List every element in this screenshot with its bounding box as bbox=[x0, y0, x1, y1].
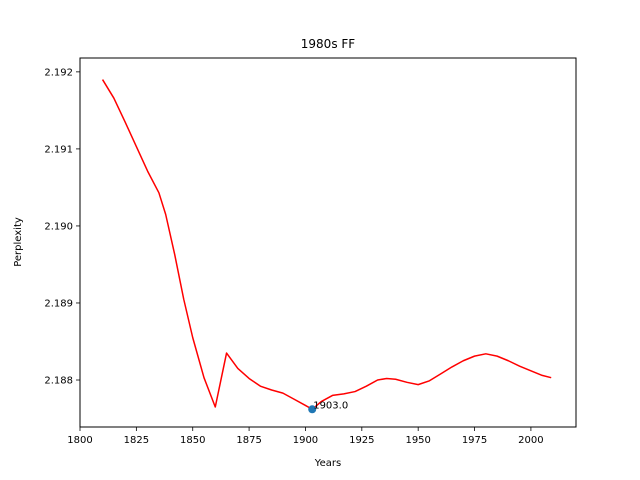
x-tick-label: 1975 bbox=[462, 435, 487, 446]
y-tick-label: 2.190 bbox=[44, 221, 73, 232]
y-axis-title: Perplexity bbox=[13, 217, 24, 267]
chart-title: 1980s FF bbox=[301, 37, 356, 51]
x-tick-label: 1800 bbox=[67, 435, 92, 446]
x-tick-label: 1850 bbox=[180, 435, 205, 446]
highlight-label: 1903.0 bbox=[313, 400, 348, 411]
x-tick-label: 1825 bbox=[124, 435, 149, 446]
x-axis-title: Years bbox=[314, 458, 341, 469]
highlight-point bbox=[308, 405, 317, 414]
x-tick-label: 2000 bbox=[518, 435, 543, 446]
y-tick-label: 2.191 bbox=[44, 144, 73, 155]
y-tick-label: 2.188 bbox=[44, 376, 73, 387]
x-tick-label: 1925 bbox=[349, 435, 374, 446]
y-tick-label: 2.189 bbox=[44, 298, 73, 309]
y-axis-ticks: 2.188 2.189 2.190 2.191 2.192 bbox=[44, 67, 80, 387]
x-tick-label: 1875 bbox=[236, 435, 261, 446]
x-axis-ticks: 1800 1825 1850 1875 1900 1925 1950 1975 2000 bbox=[67, 427, 544, 446]
plot-area: 1800 1825 1850 1875 1900 1925 1950 1975 2000 2.1… bbox=[44, 57, 577, 446]
x-tick-label: 1950 bbox=[405, 435, 430, 446]
x-tick-label: 1900 bbox=[293, 435, 318, 446]
y-tick-label: 2.192 bbox=[44, 67, 73, 78]
plot-frame bbox=[79, 57, 577, 428]
series-line-perplexity bbox=[101, 79, 552, 411]
